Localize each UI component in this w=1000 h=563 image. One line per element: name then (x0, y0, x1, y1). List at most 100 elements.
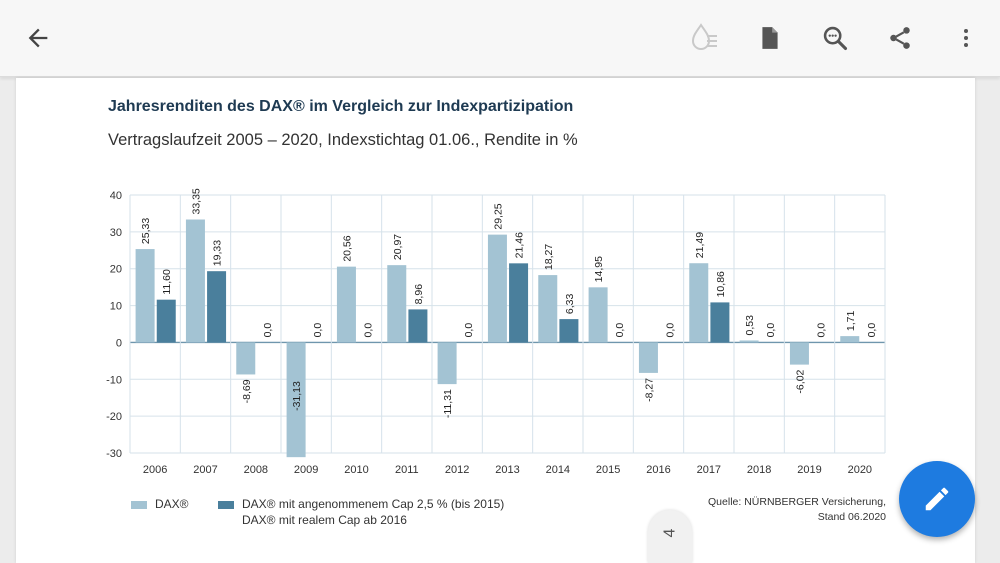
chart-subtitle: Vertragslaufzeit 2005 – 2020, Indexstich… (108, 131, 578, 149)
y-tick-label: 10 (110, 301, 122, 313)
x-tick-label: 2018 (747, 464, 771, 476)
legend-item-cap: DAX® mit angenommenem Cap 2,5 % (bis 201… (218, 496, 504, 528)
x-tick-label: 2012 (445, 464, 469, 476)
legend-item-dax: DAX® (131, 496, 189, 512)
bar-cap (207, 271, 227, 343)
data-label: 0,53 (744, 315, 756, 336)
y-tick-label: 30 (110, 227, 122, 239)
y-tick-label: 0 (116, 337, 122, 349)
data-label: 8,96 (413, 284, 425, 305)
legend-label-dax: DAX® (155, 497, 189, 511)
bar-dax (789, 342, 809, 365)
search-button[interactable] (815, 18, 855, 58)
data-label: 29,25 (492, 203, 504, 229)
more-vert-icon (964, 29, 968, 47)
data-label: 0,0 (665, 323, 677, 338)
bar-cap (710, 302, 730, 343)
data-label: -8,27 (643, 378, 655, 402)
x-tick-label: 2014 (546, 464, 570, 476)
data-label: 21,46 (514, 232, 526, 258)
edit-pencil-icon (925, 487, 949, 511)
y-tick-label: -30 (106, 448, 122, 460)
bar-dax (236, 342, 256, 375)
bar-dax (588, 287, 608, 343)
bar-dax (387, 265, 407, 343)
data-label: 6,33 (564, 294, 576, 315)
data-label: 1,71 (845, 311, 857, 332)
bar-dax (185, 219, 205, 343)
source-line-2: Stand 06.2020 (817, 511, 886, 523)
document-page: Jahresrenditen des DAX® im Vergleich zur… (16, 78, 975, 563)
data-label: 20,56 (341, 235, 353, 261)
bar-dax (689, 263, 709, 343)
data-label: 10,86 (715, 271, 727, 297)
edit-fab-button[interactable] (899, 461, 975, 537)
data-label: 0,0 (312, 323, 324, 338)
bar-dax (286, 342, 306, 458)
x-tick-label: 2008 (244, 464, 268, 476)
x-tick-label: 2020 (848, 464, 872, 476)
page-indicator[interactable]: 4 (648, 510, 692, 563)
bar-cap (156, 299, 176, 343)
x-tick-label: 2007 (193, 464, 217, 476)
back-button[interactable] (18, 18, 58, 58)
document-info-button[interactable] (750, 18, 790, 58)
data-label: -8,69 (241, 379, 253, 403)
x-tick-label: 2016 (646, 464, 670, 476)
legend-label-cap-1: DAX® mit angenommenem Cap 2,5 % (bis 201… (242, 497, 505, 511)
data-label: 25,33 (140, 218, 152, 244)
bar-dax (487, 234, 507, 343)
x-tick-label: 2017 (697, 464, 721, 476)
x-tick-label: 2006 (143, 464, 167, 476)
bar-dax (135, 249, 155, 343)
data-label: 21,49 (694, 232, 706, 258)
source-note: Quelle: NÜRNBERGER Versicherung, Stand 0… (706, 495, 886, 525)
data-label: -11,31 (442, 389, 454, 418)
data-label: 0,0 (614, 323, 626, 338)
bar-dax (336, 266, 356, 343)
data-label: 0,0 (463, 323, 475, 338)
x-tick-label: 2019 (797, 464, 821, 476)
data-label: 14,95 (593, 256, 605, 282)
x-tick-label: 2015 (596, 464, 620, 476)
data-label: 33,35 (190, 188, 202, 214)
bar-cap (408, 309, 428, 343)
more-options-button[interactable] (946, 18, 986, 58)
bar-dax (638, 342, 658, 373)
bar-chart: 403020100-10-20-3025,3311,60200633,3519,… (106, 188, 886, 476)
bar-cap (509, 263, 529, 343)
arrow-back-icon (28, 28, 48, 48)
x-tick-label: 2011 (395, 464, 419, 476)
chart-title: Jahresrenditen des DAX® im Vergleich zur… (108, 98, 574, 115)
bar-dax (538, 275, 558, 343)
share-icon (890, 27, 910, 49)
data-label: -31,13 (291, 381, 303, 411)
data-label: 0,0 (262, 323, 274, 338)
y-tick-label: -10 (106, 374, 122, 386)
water-drop-icon (691, 23, 717, 50)
x-tick-label: 2013 (495, 464, 519, 476)
legend-swatch-dax (131, 500, 147, 509)
bar-dax (437, 342, 457, 385)
y-tick-label: 20 (110, 264, 122, 276)
y-tick-label: -20 (106, 411, 122, 423)
data-label: 19,33 (212, 240, 224, 266)
data-label: 11,60 (161, 269, 173, 295)
legend-swatch-cap (218, 500, 234, 509)
bar-cap (559, 319, 579, 343)
data-label: 20,97 (392, 234, 404, 260)
bar-dax (739, 340, 759, 343)
share-button[interactable] (880, 18, 920, 58)
y-tick-label: 40 (110, 190, 122, 202)
legend-label-cap-2: DAX® mit realem Cap ab 2016 (242, 513, 407, 527)
x-tick-label: 2010 (344, 464, 368, 476)
data-label: 0,0 (765, 323, 777, 338)
data-label: -6,02 (794, 369, 806, 393)
data-label: 0,0 (363, 323, 375, 338)
app-toolbar (0, 0, 1000, 77)
data-label: 0,0 (866, 323, 878, 338)
night-mode-button[interactable] (684, 18, 724, 58)
data-label: 18,27 (543, 244, 555, 270)
data-label: 0,0 (816, 323, 828, 338)
x-tick-label: 2009 (294, 464, 318, 476)
